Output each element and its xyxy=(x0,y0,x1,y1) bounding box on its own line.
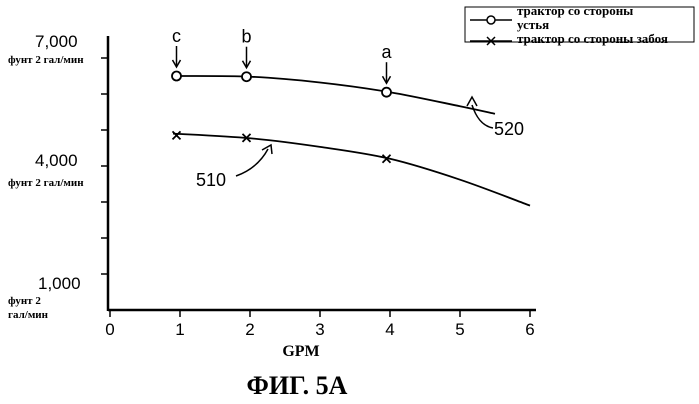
x-tick-label-1: 1 xyxy=(175,320,184,339)
y-tick-unit-1000-line1: фунт 2 xyxy=(8,295,41,307)
legend-label-upstream-line2: устья xyxy=(517,17,549,32)
legend-label-downhole: трактор со стороны забоя xyxy=(517,31,668,46)
x-axis-label: GPM xyxy=(282,343,319,360)
callout-520-label: 520 xyxy=(494,119,524,139)
legend-marker-upstream xyxy=(487,16,495,24)
x-tick-label-0: 0 xyxy=(105,320,114,339)
legend-label-upstream-line1: трактор со стороны xyxy=(517,3,633,18)
callout-510-leader xyxy=(236,149,268,176)
annotation-label-a: a xyxy=(381,42,392,62)
x-tick-label-2: 2 xyxy=(245,320,254,339)
y-tick-label-1000: 1,000 xyxy=(38,274,81,293)
data-point-520-0 xyxy=(172,72,181,81)
data-point-520-2 xyxy=(382,88,391,97)
x-tick-label-6: 6 xyxy=(525,320,534,339)
y-tick-label-7000: 7,000 xyxy=(35,32,78,51)
y-tick-unit-7000: фунт 2 гал/мин xyxy=(8,54,84,66)
x-tick-label-4: 4 xyxy=(385,320,394,339)
callout-520-arrowhead xyxy=(467,97,477,106)
data-point-520-1 xyxy=(242,72,251,81)
series-line-510 xyxy=(173,134,530,206)
callout-520-leader xyxy=(472,105,493,128)
y-tick-label-4000: 4,000 xyxy=(35,151,78,170)
x-tick-label-3: 3 xyxy=(315,320,324,339)
annotation-label-b: b xyxy=(241,27,251,47)
data-point-510-0 xyxy=(173,131,181,139)
callout-510-label: 510 xyxy=(196,170,226,190)
annotation-label-c: c xyxy=(172,26,181,46)
y-tick-unit-1000-line2: гал/мин xyxy=(8,309,49,321)
figure-caption: ФИГ. 5А xyxy=(247,371,348,400)
series-line-520 xyxy=(173,76,495,114)
y-tick-unit-4000: фунт 2 гал/мин xyxy=(8,177,84,189)
x-tick-label-5: 5 xyxy=(455,320,464,339)
